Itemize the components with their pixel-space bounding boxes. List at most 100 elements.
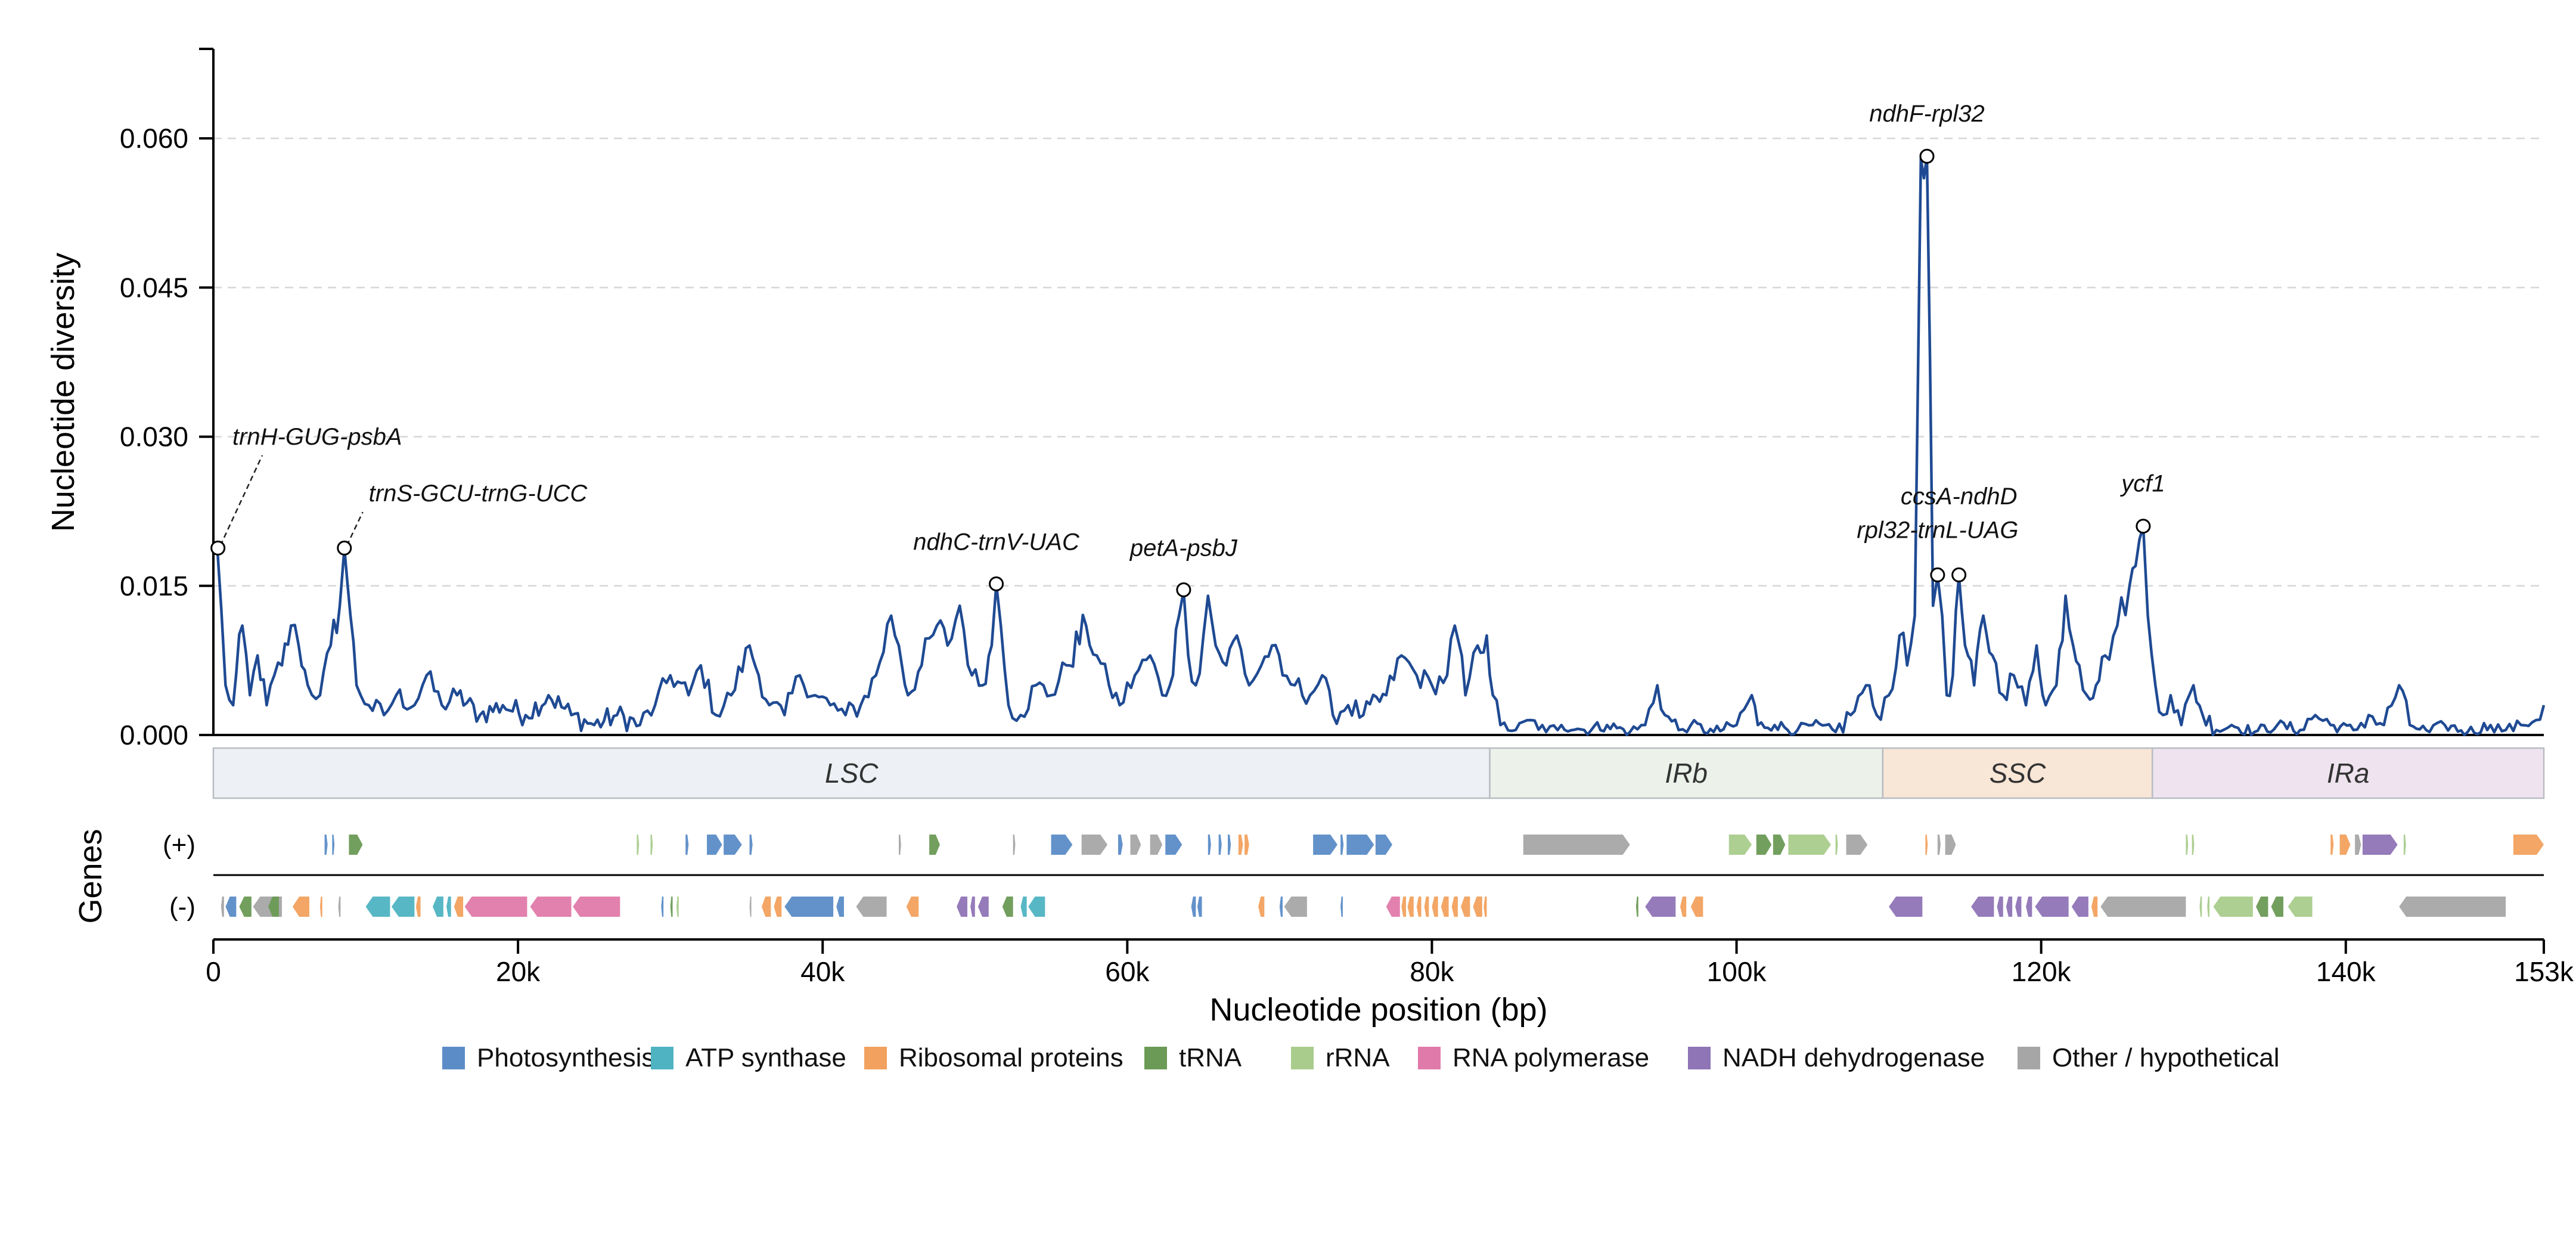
gene-arrow: [1118, 835, 1123, 855]
gene-arrow: [1346, 835, 1374, 855]
gene-arrow: [332, 835, 335, 855]
gene-arrow: [338, 897, 341, 917]
x-ticks: 0 20k 40k 60k 80k 100k 120k 140k 153k: [206, 939, 2574, 987]
gene-arrow: [1279, 897, 1283, 917]
gene-arrow: [1773, 835, 1786, 855]
region-band: [212, 747, 1491, 799]
x-tick-label: 140k: [2316, 956, 2376, 987]
gene-arrow: [1401, 897, 1406, 917]
gene-arrow: [2186, 835, 2189, 855]
gene-arrow: [1197, 897, 1202, 917]
gene-arrow: [221, 897, 224, 917]
y-tick-label: 0.045: [120, 272, 188, 303]
gene-arrow: [670, 897, 673, 917]
gene-arrow: [957, 897, 967, 917]
gene-arrow: [225, 897, 237, 917]
legend-label: rRNA: [1326, 1043, 1390, 1072]
gene-arrow: [1846, 835, 1868, 855]
gene-arrow: [1340, 897, 1343, 917]
legend-swatch: [1144, 1047, 1167, 1069]
gene-arrow: [1473, 897, 1482, 917]
gene-arrow: [1407, 897, 1414, 917]
x-tick-label: 153k: [2514, 956, 2574, 987]
legend-label: Other / hypothetical: [2052, 1043, 2280, 1072]
gene-arrow: [762, 897, 771, 917]
gene-arrow: [2403, 835, 2406, 855]
region-label: SSC: [1990, 758, 2046, 789]
gene-arrow: [2513, 835, 2544, 855]
strand-label-plus: (+): [163, 830, 195, 860]
gene-arrow: [1432, 897, 1438, 917]
x-axis-title: Nucleotide position (bp): [1209, 992, 1547, 1028]
gene-arrow: [1238, 835, 1243, 855]
gene-arrow: [1416, 897, 1422, 917]
y-tick-label: 0.000: [120, 719, 188, 750]
gene-arrow: [1028, 897, 1045, 917]
gene-arrow: [2330, 835, 2334, 855]
gene-arrow: [1424, 897, 1429, 917]
gene-arrow: [637, 835, 640, 855]
gene-arrow: [1680, 897, 1687, 917]
x-tick-label: 60k: [1105, 956, 1150, 987]
gene-arrow: [1002, 897, 1013, 917]
gene-arrow: [1051, 835, 1073, 855]
gene-arrow: [2256, 897, 2268, 917]
gene-arrow: [774, 897, 782, 917]
peak-label: trnH-GUG-psbA: [232, 424, 402, 450]
gene-arrow: [784, 897, 834, 917]
peak-marker: [989, 576, 1004, 591]
gene-arrow: [1244, 835, 1249, 855]
gene-arrow: [1208, 835, 1211, 855]
legend-label: Ribosomal proteins: [899, 1043, 1123, 1072]
gene-arrow: [2207, 897, 2210, 917]
gene-arrow: [2071, 897, 2088, 917]
x-tick-label: 0: [206, 956, 221, 987]
y-ticks: 0.000 0.015 0.030 0.045 0.060: [120, 123, 213, 750]
peak-marker: [210, 540, 226, 556]
gene-arrow: [899, 835, 901, 855]
gene-arrow: [2091, 897, 2098, 917]
legend-label: ATP synthase: [685, 1043, 846, 1072]
x-tick-label: 20k: [496, 956, 541, 987]
gene-arrow: [268, 897, 279, 917]
gene-arrow: [2100, 897, 2186, 917]
peak-marker: [1930, 567, 1945, 582]
y-axis-title: Nucleotide diversity: [45, 253, 81, 532]
gene-arrow: [2399, 897, 2506, 917]
genes-axis-title: Genes: [73, 829, 108, 923]
gene-arrow: [1013, 835, 1016, 855]
x-tick-label: 40k: [800, 956, 845, 987]
gene-arrow: [1690, 897, 1703, 917]
peak-marker: [1919, 148, 1935, 164]
gene-arrow: [2026, 897, 2032, 917]
gene-arrow: [1451, 897, 1458, 917]
peak-label: ndhF-rpl32: [1869, 101, 1984, 127]
gene-arrow: [977, 897, 989, 917]
gene-arrow: [464, 897, 527, 917]
peak-label: trnS-GCU-trnG-UCC: [369, 480, 588, 507]
legend-swatch: [2018, 1047, 2040, 1069]
gene-arrow: [906, 897, 919, 917]
gene-arrow: [349, 835, 363, 855]
peak-marker: [1176, 582, 1191, 597]
peak-annotations: trnH-GUG-psbA trnS-GCU-trnG-UCC ndhC-trnV-…: [210, 101, 2165, 597]
region-label: LSC: [825, 758, 879, 789]
peak-marker: [1951, 567, 1967, 582]
gene-arrow: [676, 897, 679, 917]
gene-arrow: [1483, 897, 1487, 917]
gene-arrow: [1218, 835, 1222, 855]
gene-arrow: [446, 897, 451, 917]
legend-swatch: [1291, 1047, 1314, 1069]
gene-arrow: [2355, 835, 2361, 855]
gene-arrow: [2213, 897, 2253, 917]
gene-arrow: [1635, 897, 1638, 917]
y-gridlines: [213, 137, 2544, 587]
gene-arrow: [1020, 897, 1027, 917]
region-label: IRb: [1665, 758, 1708, 789]
gene-arrow: [2288, 897, 2313, 917]
gene-tracks: [221, 835, 2544, 917]
gene-arrow: [1925, 835, 1928, 855]
gene-arrow: [2192, 835, 2195, 855]
gene-arrow: [239, 897, 252, 917]
